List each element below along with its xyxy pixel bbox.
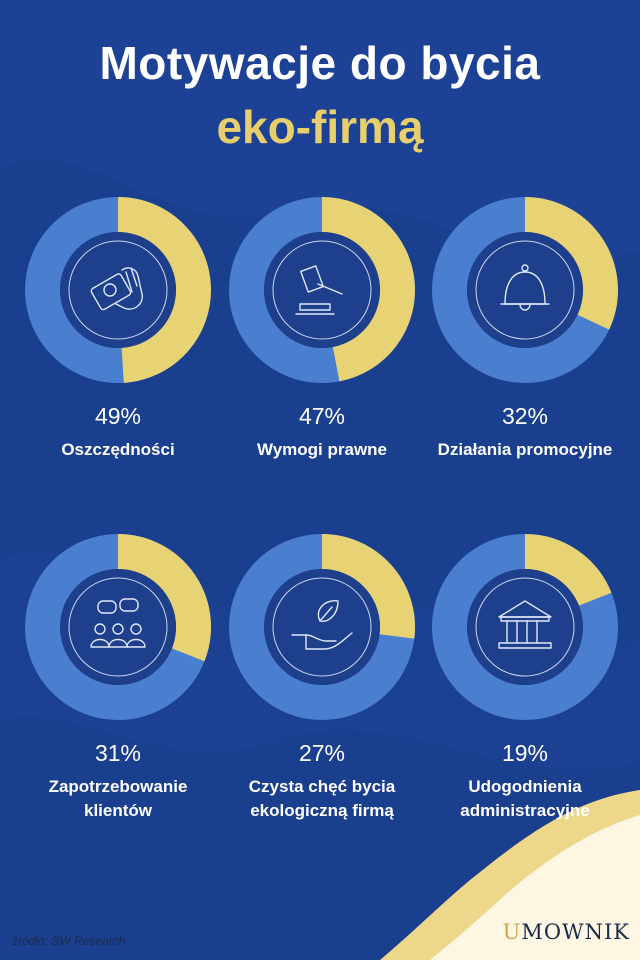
icon-outline-ring <box>68 240 168 340</box>
donut-center <box>264 569 380 685</box>
category-label-line: Zapotrzebowanie <box>48 777 188 796</box>
logo-text: MOWNIK <box>521 920 630 944</box>
donut-value-arc <box>117 534 211 662</box>
category-label-line: Udogodnienia <box>468 777 582 796</box>
category-label-line: Czysta chęć bycia <box>248 777 396 796</box>
corner-light-swirl <box>430 815 640 960</box>
category-label-line: Oszczędności <box>61 440 175 459</box>
source-note: źródło: SW Research <box>12 934 126 948</box>
page-title: Motywacje do bycia <box>99 37 541 89</box>
building-icon <box>498 600 552 649</box>
icon-outline-ring <box>475 240 575 340</box>
category-label-line: administracyjne <box>460 801 590 820</box>
donut-chart <box>432 534 618 720</box>
value-label: 32% <box>501 403 549 429</box>
page-subtitle: eko-firmą <box>216 101 424 153</box>
logo-mark: U <box>502 920 522 944</box>
donut-center <box>60 569 176 685</box>
category-label: Wymogi prawne <box>217 438 427 462</box>
value-label: 31% <box>94 740 142 766</box>
donut-chart <box>25 197 211 383</box>
category-label: Oszczędności <box>13 438 223 462</box>
donut-chart <box>229 197 415 383</box>
donut-center <box>467 232 583 348</box>
donut-value-arc <box>321 197 415 382</box>
donut-value-arc <box>524 534 612 607</box>
category-label-line: Działania promocyjne <box>437 440 613 459</box>
donut-chart <box>25 534 211 720</box>
category-label: Czysta chęć bycia ekologiczną firmą <box>217 775 427 823</box>
bell-icon <box>500 264 550 311</box>
value-label: 49% <box>94 403 142 429</box>
category-label: Udogodnienia administracyjne <box>420 775 630 823</box>
umownik-logo: UMOWNIK <box>503 920 630 944</box>
icon-outline-ring <box>475 577 575 677</box>
donut-center <box>467 569 583 685</box>
category-label: Działania promocyjne <box>420 438 630 462</box>
money-hand-icon <box>90 267 143 311</box>
value-label: 27% <box>298 740 346 766</box>
donut-center <box>60 232 176 348</box>
donut-center <box>264 232 380 348</box>
icon-outline-ring <box>272 577 372 677</box>
leaf-hand-icon <box>291 600 353 650</box>
category-label-line: ekologiczną firmą <box>250 801 394 820</box>
donut-chart <box>432 197 618 383</box>
donut-value-arc <box>524 197 618 330</box>
value-label: 47% <box>298 403 346 429</box>
gavel-icon <box>295 265 343 315</box>
value-label: 19% <box>501 740 549 766</box>
category-label-line: Wymogi prawne <box>256 440 388 459</box>
icon-outline-ring <box>68 577 168 677</box>
icon-outline-ring <box>272 240 372 340</box>
people-chat-icon <box>90 598 146 648</box>
donut-value-arc <box>117 197 211 383</box>
donut-value-arc <box>321 534 415 639</box>
category-label-line: klientów <box>83 801 152 820</box>
donut-chart <box>229 534 415 720</box>
category-label: Zapotrzebowanie klientów <box>13 775 223 823</box>
